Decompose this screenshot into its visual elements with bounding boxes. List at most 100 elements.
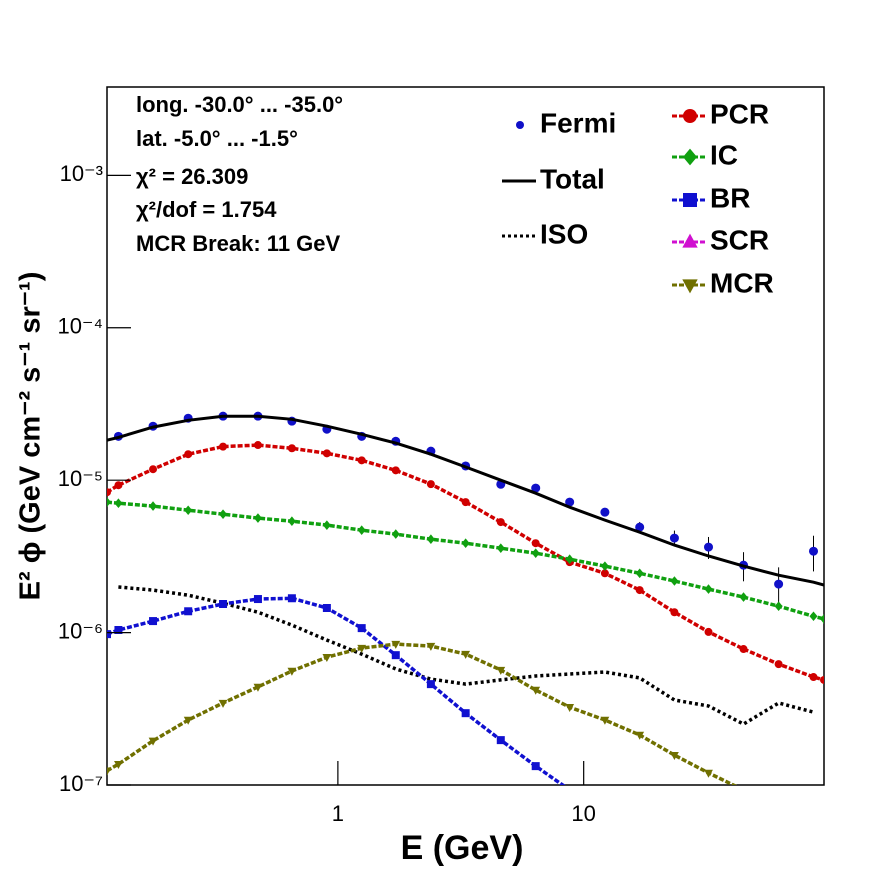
marker — [184, 607, 193, 616]
marker — [600, 569, 609, 578]
marker — [357, 644, 367, 653]
marker — [739, 592, 748, 602]
marker — [391, 640, 401, 649]
marker — [461, 498, 470, 507]
marker — [516, 121, 524, 129]
legend-label: ISO — [540, 218, 588, 249]
marker — [107, 488, 111, 497]
marker — [635, 522, 645, 532]
annotation: MCR Break: 11 GeV — [136, 231, 341, 256]
marker — [391, 529, 400, 539]
marker — [531, 483, 541, 493]
marker — [682, 279, 698, 294]
marker — [253, 595, 262, 604]
marker — [253, 513, 262, 523]
annotation: long. -30.0° ... -35.0° — [136, 92, 343, 117]
marker — [565, 703, 575, 712]
marker — [496, 518, 505, 527]
marker — [148, 737, 158, 746]
marker — [683, 109, 697, 123]
legend-label: BR — [710, 182, 750, 213]
marker — [426, 480, 435, 489]
marker — [114, 498, 123, 509]
series-line — [107, 414, 824, 587]
plot-area — [107, 411, 824, 785]
marker — [287, 444, 296, 453]
legend-label: Total — [540, 163, 605, 194]
x-tick-label: 10 — [571, 801, 595, 826]
marker — [820, 675, 824, 684]
y-axis-label: E² ϕ (GeV cm⁻² s⁻¹ sr⁻¹) — [15, 272, 47, 601]
marker — [287, 594, 296, 603]
marker — [704, 542, 714, 552]
marker — [149, 501, 158, 511]
marker — [357, 456, 366, 465]
marker — [704, 627, 713, 636]
marker — [531, 539, 540, 548]
annotation: χ² = 26.309 — [136, 164, 248, 189]
series-line — [107, 642, 738, 785]
marker — [531, 686, 541, 695]
marker — [635, 586, 644, 595]
marker — [357, 624, 366, 633]
marker — [184, 450, 193, 459]
marker — [496, 736, 505, 745]
y-tick-label: 10⁻⁶ — [58, 618, 103, 643]
marker — [565, 554, 574, 565]
marker — [774, 660, 783, 669]
marker — [820, 614, 824, 624]
marker — [357, 525, 366, 535]
marker — [739, 645, 748, 654]
marker — [670, 576, 679, 586]
marker — [669, 533, 679, 543]
marker — [391, 651, 400, 660]
x-tick-label: 1 — [332, 801, 344, 826]
legend-label: MCR — [710, 267, 774, 298]
marker — [149, 465, 158, 474]
marker — [682, 233, 698, 248]
marker — [426, 680, 435, 689]
marker — [683, 148, 697, 166]
legend-label: Fermi — [540, 107, 616, 138]
marker — [704, 584, 713, 594]
marker — [287, 667, 297, 676]
marker — [426, 642, 436, 651]
plot-frame — [106, 86, 825, 786]
legend-label: IC — [710, 139, 738, 170]
marker — [426, 534, 435, 544]
marker — [774, 601, 783, 611]
marker — [114, 760, 123, 769]
marker — [808, 546, 818, 556]
marker — [600, 507, 610, 517]
marker — [809, 673, 818, 682]
marker — [809, 611, 818, 622]
marker — [184, 505, 193, 516]
marker — [253, 441, 262, 450]
marker — [322, 603, 331, 612]
marker — [322, 449, 331, 458]
marker — [600, 716, 610, 725]
marker — [149, 617, 158, 626]
y-tick-label: 10⁻³ — [60, 161, 103, 186]
marker — [219, 600, 228, 609]
marker — [670, 751, 679, 760]
marker — [531, 548, 540, 558]
marker — [219, 509, 228, 520]
marker — [322, 653, 332, 662]
y-tick-label: 10⁻⁴ — [57, 314, 103, 339]
marker — [107, 767, 112, 776]
marker — [670, 608, 679, 617]
series-line — [118, 585, 814, 727]
marker — [183, 716, 193, 725]
x-axis-label: E (GeV) — [401, 829, 524, 867]
series-line — [107, 443, 824, 682]
marker — [218, 699, 228, 708]
annotation: χ²/dof = 1.754 — [136, 197, 277, 222]
marker — [635, 731, 645, 740]
marker — [565, 497, 575, 507]
marker — [683, 193, 697, 207]
marker — [391, 466, 400, 475]
marker — [461, 709, 470, 718]
